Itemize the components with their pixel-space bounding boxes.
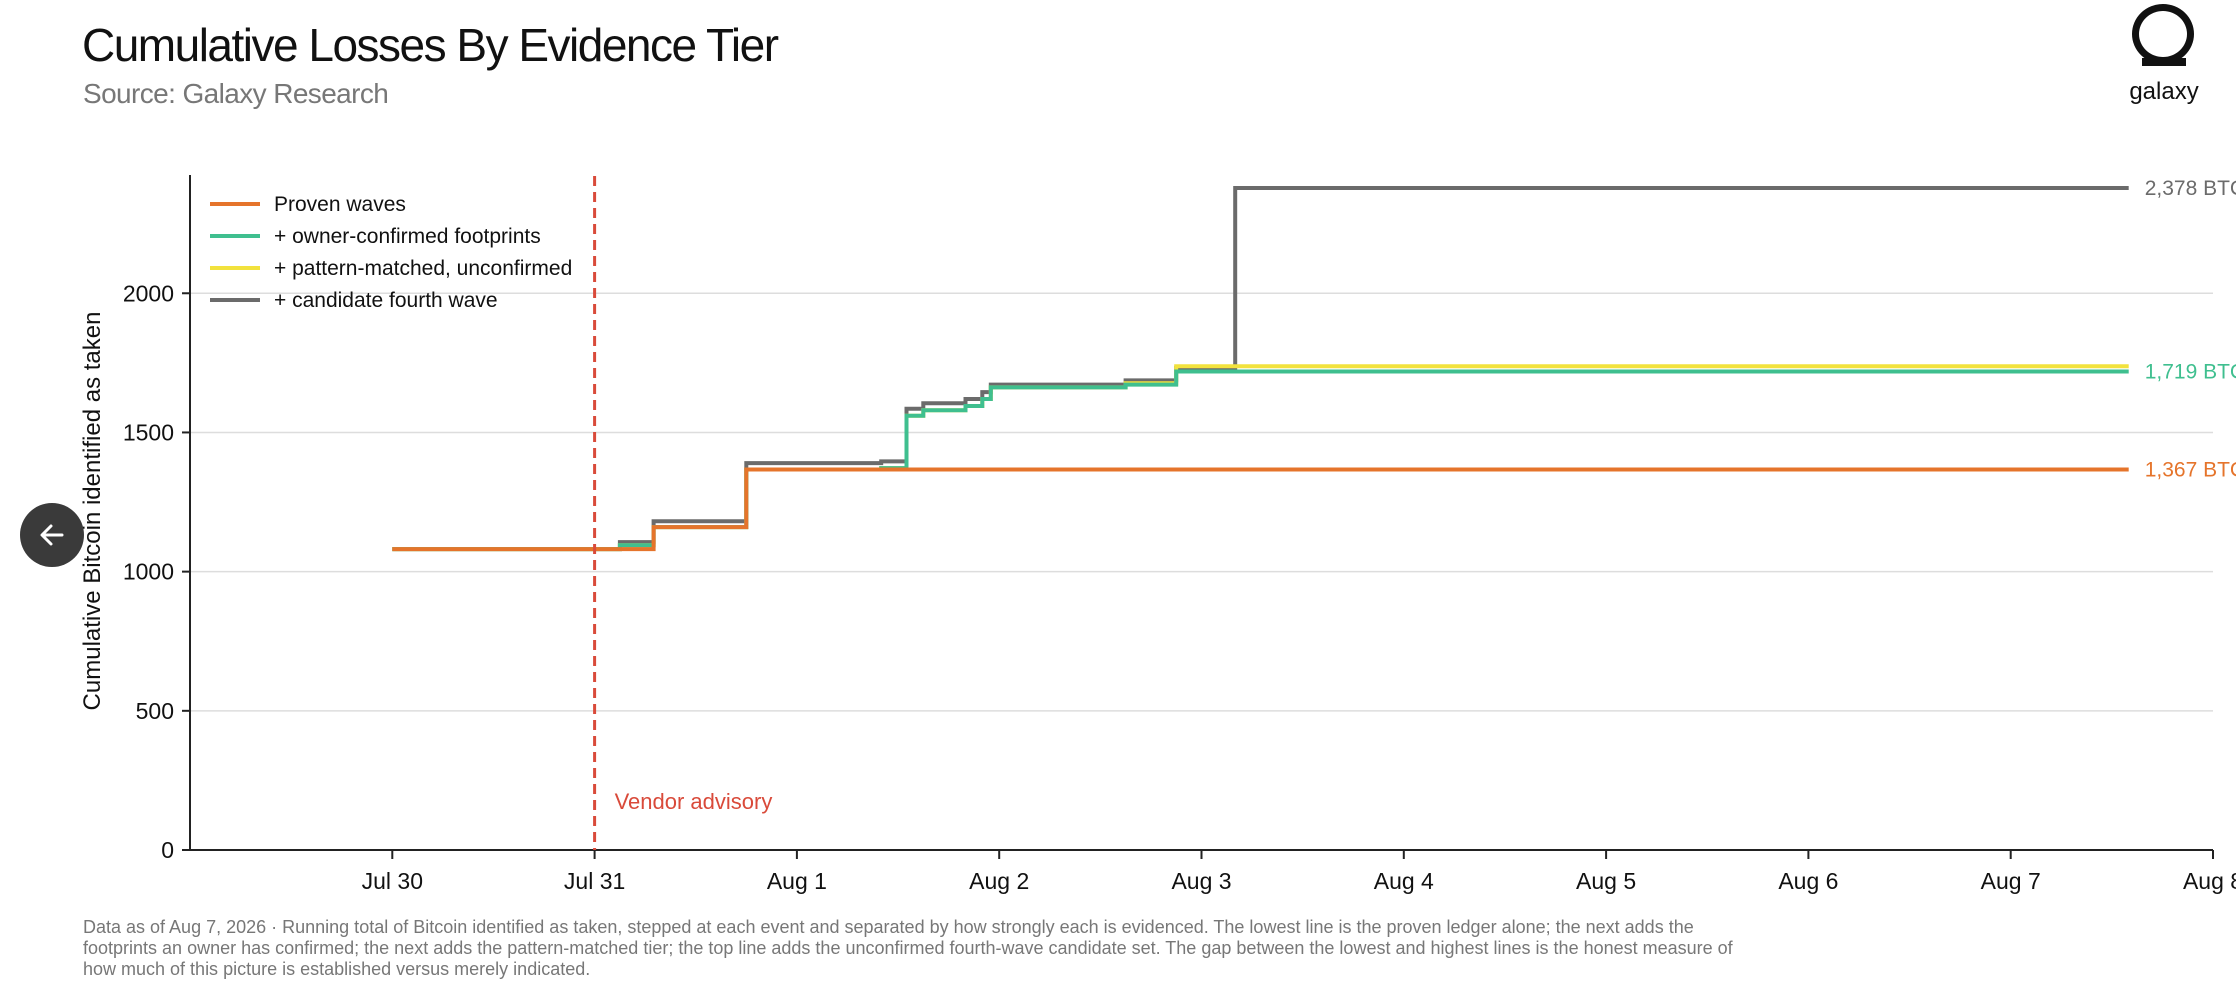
y-axis-label: Cumulative Bitcoin identified as taken bbox=[79, 312, 106, 711]
x-tick-label: Jul 31 bbox=[564, 868, 625, 894]
y-tick-label: 1500 bbox=[123, 419, 174, 445]
y-tick-label: 1000 bbox=[123, 559, 174, 585]
galaxy-logo-bar bbox=[2142, 58, 2186, 66]
x-tick-label: Aug 2 bbox=[969, 868, 1029, 894]
x-tick-label: Aug 3 bbox=[1171, 868, 1231, 894]
y-tick-label: 500 bbox=[136, 698, 174, 724]
series-line-candidate bbox=[392, 186, 2129, 552]
end-label-proven: 1,367 BTC bbox=[2145, 458, 2236, 481]
grid-lines bbox=[190, 292, 2213, 712]
cumulative-losses-chart: 0 500 1000 1500 2000 Jul 30 Jul 31 Aug 1 Aug 2 Au… bbox=[79, 175, 2236, 894]
end-label-owner: 1,719 BTC bbox=[2145, 360, 2236, 383]
logo-text: galaxy bbox=[2129, 78, 2199, 105]
x-tick-label: Aug 5 bbox=[1576, 868, 1636, 894]
end-labels: 2,378 BTC 1,719 BTC 1,367 BTC bbox=[2145, 177, 2236, 481]
galaxy-logo: galaxy bbox=[2120, 0, 2210, 110]
chart-title: Cumulative Losses By Evidence Tier bbox=[82, 19, 779, 71]
x-tick-label: Aug 1 bbox=[767, 868, 827, 894]
legend-label: + pattern-matched, unconfirmed bbox=[274, 257, 572, 280]
x-tick-label: Jul 30 bbox=[362, 868, 423, 894]
x-tick-label: Aug 4 bbox=[1374, 868, 1434, 894]
end-label-candidate: 2,378 BTC bbox=[2145, 177, 2236, 200]
legend-label: Proven waves bbox=[274, 193, 406, 216]
legend-label: + candidate fourth wave bbox=[274, 289, 498, 312]
y-tick-label: 0 bbox=[161, 837, 174, 863]
axes: 0 500 1000 1500 2000 Jul 30 Jul 31 Aug 1 Aug 2 Au… bbox=[79, 175, 2236, 894]
chart-footnote: Data as of Aug 7, 2026 · Running total o… bbox=[83, 917, 1733, 979]
y-tick-label: 2000 bbox=[123, 280, 174, 306]
x-tick-label: Aug 6 bbox=[1778, 868, 1838, 894]
vendor-advisory-annotation: Vendor advisory bbox=[593, 176, 773, 850]
legend-label: + owner-confirmed footprints bbox=[274, 225, 541, 248]
chart-subtitle: Source: Galaxy Research bbox=[83, 78, 389, 109]
series-line-proven bbox=[392, 467, 2129, 552]
x-tick-label: Aug 8 bbox=[2183, 868, 2236, 894]
advisory-label: Vendor advisory bbox=[615, 789, 773, 814]
arrow-left-icon bbox=[40, 524, 64, 546]
back-button[interactable] bbox=[20, 503, 84, 567]
x-tick-label: Aug 7 bbox=[1981, 868, 2041, 894]
series-lines bbox=[392, 186, 2129, 552]
legend: Proven waves + owner-confirmed footprints… bbox=[210, 193, 572, 312]
